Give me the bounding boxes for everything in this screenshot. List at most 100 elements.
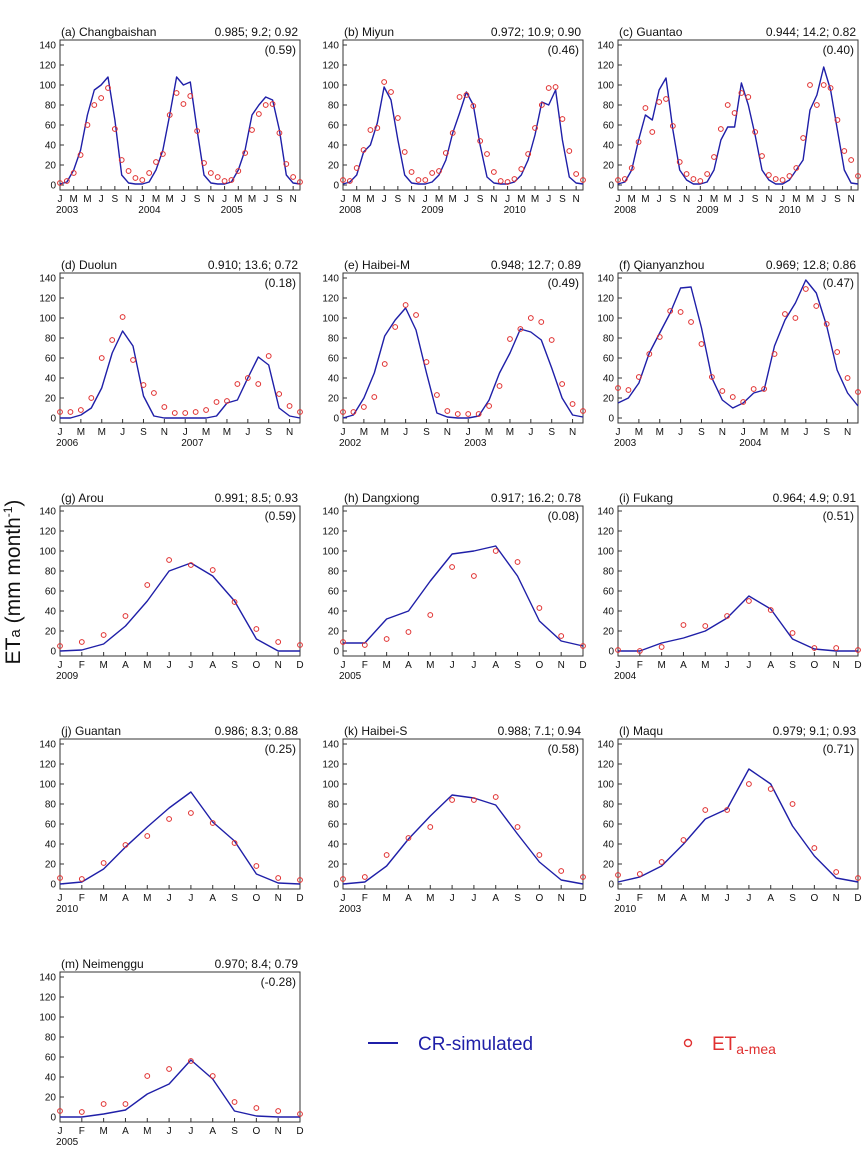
y-tick-label: 60 bbox=[328, 354, 340, 365]
y-tick-label: 60 bbox=[603, 587, 615, 598]
measured-point bbox=[394, 115, 401, 121]
x-tick-label: J bbox=[741, 427, 746, 438]
measured-point bbox=[255, 111, 262, 117]
x-tick-label: M bbox=[70, 194, 78, 205]
y-tick-label: 20 bbox=[328, 394, 340, 405]
measured-point bbox=[833, 645, 840, 651]
x-tick-label: J bbox=[188, 1126, 193, 1137]
year-label: 2010 bbox=[779, 205, 802, 216]
chart-panel: 0 20 40 60 80 100 120 140 J F M A M J J A S O N D 2005 (m) Ne… bbox=[39, 957, 303, 1148]
measured-point bbox=[203, 407, 209, 413]
measured-point bbox=[800, 135, 807, 141]
year-label: 2003 bbox=[56, 205, 79, 216]
measured-point bbox=[231, 1099, 238, 1105]
x-tick-label: D bbox=[854, 660, 861, 671]
simulated-series-line bbox=[60, 1059, 300, 1118]
measured-point bbox=[729, 394, 736, 400]
x-tick-label: M bbox=[223, 427, 231, 438]
measured-point bbox=[558, 633, 565, 639]
measured-point bbox=[833, 869, 840, 875]
x-tick-label: A bbox=[405, 893, 412, 904]
measured-point bbox=[98, 95, 105, 101]
x-tick-label: O bbox=[252, 660, 260, 671]
x-tick-label: J bbox=[181, 194, 186, 205]
y-tick-label: 20 bbox=[45, 860, 57, 871]
measured-point bbox=[360, 147, 367, 153]
measured-point bbox=[166, 1066, 172, 1072]
measured-point bbox=[361, 642, 368, 648]
simulated-series-line bbox=[60, 330, 301, 419]
measured-point bbox=[84, 122, 91, 128]
year-label: 2003 bbox=[339, 904, 362, 915]
x-tick-label: N bbox=[573, 194, 580, 205]
measured-point bbox=[360, 404, 367, 410]
plot-frame bbox=[342, 272, 584, 424]
panel-nse: (0.25) bbox=[265, 742, 296, 756]
year-label: 2010 bbox=[56, 904, 79, 915]
measured-point bbox=[471, 797, 477, 803]
measured-point bbox=[771, 351, 778, 357]
x-tick-label: S bbox=[265, 427, 272, 438]
y-tick-label: 0 bbox=[608, 880, 614, 891]
measured-point bbox=[340, 639, 346, 645]
y-tick-label: 120 bbox=[39, 760, 56, 771]
measured-point bbox=[275, 639, 282, 645]
panel-label: (f) Qianyanzhou bbox=[619, 258, 704, 272]
simulated-series-line bbox=[618, 595, 858, 652]
measured-point bbox=[658, 644, 665, 650]
y-tick-label: 0 bbox=[50, 414, 56, 425]
measured-point bbox=[470, 103, 477, 109]
simulated-series-line bbox=[343, 545, 584, 647]
measured-point bbox=[538, 102, 545, 108]
x-tick-label: N bbox=[569, 427, 576, 438]
measured-point bbox=[77, 407, 84, 413]
y-tick-label: 120 bbox=[39, 61, 56, 72]
x-tick-label: J bbox=[528, 427, 533, 438]
measured-point bbox=[132, 175, 139, 181]
measured-point bbox=[427, 824, 434, 830]
measured-point bbox=[717, 126, 724, 132]
x-tick-label: N bbox=[125, 194, 132, 205]
measured-point bbox=[827, 85, 834, 91]
measured-point bbox=[492, 548, 499, 554]
measured-point bbox=[793, 165, 800, 171]
measured-point bbox=[265, 353, 272, 359]
x-tick-label: A bbox=[680, 893, 687, 904]
x-tick-label: M bbox=[628, 194, 636, 205]
year-label: 2002 bbox=[339, 438, 362, 449]
x-tick-label: M bbox=[506, 427, 514, 438]
y-tick-label: 0 bbox=[608, 647, 614, 658]
measured-point bbox=[91, 102, 98, 108]
x-tick-label: J bbox=[58, 660, 63, 671]
panel-nse: (0.49) bbox=[548, 276, 579, 290]
measured-point bbox=[405, 835, 412, 841]
x-tick-label: A bbox=[405, 660, 412, 671]
measured-point bbox=[855, 647, 861, 653]
x-tick-label: J bbox=[263, 194, 268, 205]
y-tick-label: 140 bbox=[322, 41, 339, 52]
chart-panel: 0 20 40 60 80 100 120 140 J F M A M J J A S O N D 2005 (h) Da… bbox=[322, 491, 586, 682]
measured-point bbox=[231, 599, 238, 605]
x-tick-label: J bbox=[167, 1126, 172, 1137]
measured-point bbox=[262, 102, 269, 108]
legend-line-label: CR-simulated bbox=[418, 1034, 533, 1055]
measured-point bbox=[752, 129, 759, 135]
x-tick-label: J bbox=[780, 194, 785, 205]
measured-point bbox=[249, 127, 255, 133]
x-tick-label: J bbox=[120, 427, 125, 438]
y-tick-label: 120 bbox=[322, 294, 339, 305]
y-axis-label-close: ) bbox=[2, 500, 25, 507]
measured-point bbox=[782, 311, 788, 317]
panel-nse: (0.59) bbox=[265, 509, 296, 523]
y-tick-label: 0 bbox=[608, 414, 614, 425]
chart-panel: 0 20 40 60 80 100 120 140 J F M A M J J A S O N D 2010 (l) Ma… bbox=[597, 724, 861, 915]
y-tick-label: 20 bbox=[603, 394, 615, 405]
x-tick-label: F bbox=[637, 893, 643, 904]
x-tick-label: O bbox=[252, 893, 260, 904]
y-tick-label: 20 bbox=[45, 627, 57, 638]
x-tick-label: J bbox=[341, 660, 346, 671]
y-tick-label: 120 bbox=[322, 527, 339, 538]
panel-stats: 0.991; 8.5; 0.93 bbox=[215, 491, 299, 505]
year-label: 2009 bbox=[421, 205, 444, 216]
measured-point bbox=[57, 180, 63, 186]
